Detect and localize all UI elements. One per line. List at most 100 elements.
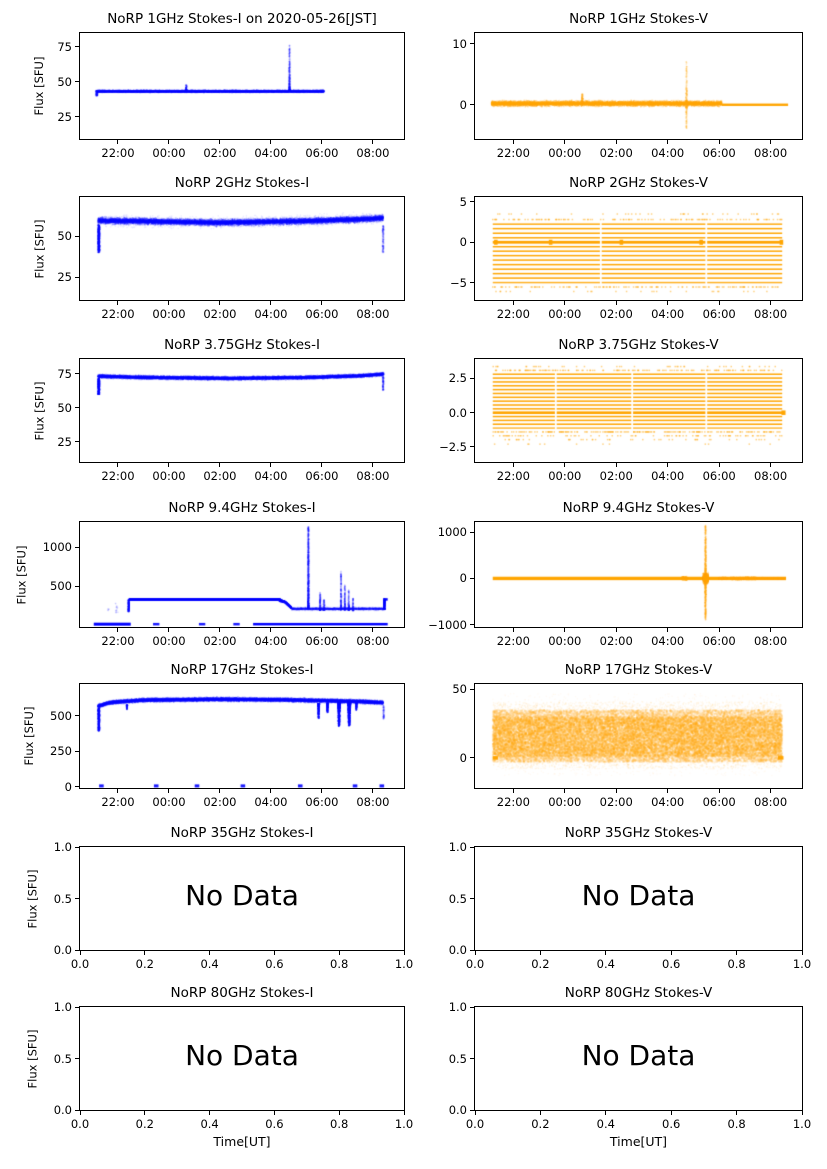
x-tick-label: 0.0 bbox=[465, 957, 485, 971]
plot-area bbox=[474, 358, 803, 463]
x-tick-label: 0.0 bbox=[70, 957, 90, 971]
x-tick-label: 0.4 bbox=[200, 957, 219, 971]
x-tick-mark bbox=[321, 463, 323, 467]
x-tick-label: 02:00 bbox=[599, 146, 633, 160]
x-tick-label: 22:00 bbox=[101, 634, 135, 648]
y-tick-mark bbox=[75, 276, 79, 278]
x-tick-mark bbox=[168, 628, 170, 632]
y-tick-label: 0.5 bbox=[53, 891, 72, 906]
x-tick-label: 0.6 bbox=[265, 957, 284, 971]
y-tick-label: 75 bbox=[57, 366, 72, 381]
x-tick-label: 04:00 bbox=[254, 146, 288, 160]
y-tick-label: 0.0 bbox=[53, 943, 72, 957]
x-tick-mark bbox=[273, 951, 275, 955]
x-tick-label: 08:00 bbox=[356, 469, 390, 483]
y-tick-mark bbox=[470, 757, 474, 759]
x-tick-mark bbox=[219, 140, 221, 144]
x-tick-mark bbox=[667, 628, 669, 632]
y-tick-label: 75 bbox=[57, 39, 72, 54]
x-tick-label: 02:00 bbox=[599, 634, 633, 648]
x-tick-mark bbox=[770, 301, 772, 305]
x-tick-label: 00:00 bbox=[548, 146, 582, 160]
x-tick-label: 22:00 bbox=[496, 469, 530, 483]
x-tick-label: 0.4 bbox=[596, 1117, 615, 1131]
x-tick-label: 06:00 bbox=[305, 469, 339, 483]
x-tick-mark bbox=[667, 463, 669, 467]
plot-title: NoRP 17GHz Stokes-V bbox=[564, 662, 713, 678]
x-tick-mark bbox=[321, 628, 323, 632]
plot-area bbox=[79, 521, 405, 628]
plot-title: NoRP 2GHz Stokes-V bbox=[569, 175, 708, 191]
plot-canvas bbox=[475, 522, 802, 627]
y-tick-label: 1000 bbox=[437, 525, 467, 540]
x-tick-label: 00:00 bbox=[152, 634, 186, 648]
x-tick-label: 02:00 bbox=[599, 795, 633, 809]
x-tick-mark bbox=[372, 628, 374, 632]
x-tick-label: 22:00 bbox=[496, 795, 530, 809]
x-tick-mark bbox=[168, 140, 170, 144]
x-tick-mark bbox=[770, 463, 772, 467]
plot-title: NoRP 3.75GHz Stokes-V bbox=[558, 337, 719, 353]
x-tick-label: 22:00 bbox=[101, 469, 135, 483]
x-tick-label: 06:00 bbox=[305, 146, 339, 160]
x-tick-label: 1.0 bbox=[394, 1117, 414, 1131]
x-tick-mark bbox=[512, 301, 514, 305]
x-tick-mark bbox=[718, 140, 720, 144]
x-tick-label: 0.2 bbox=[531, 957, 550, 971]
x-tick-label: 04:00 bbox=[651, 634, 685, 648]
y-tick-mark bbox=[75, 786, 79, 788]
y-tick-mark bbox=[75, 846, 79, 848]
y-tick-mark bbox=[470, 43, 474, 45]
y-tick-label: 0.5 bbox=[53, 1051, 72, 1066]
x-tick-label: 0.0 bbox=[70, 1117, 90, 1131]
x-tick-mark bbox=[615, 301, 617, 305]
plot-canvas bbox=[80, 522, 404, 627]
x-tick-mark bbox=[736, 951, 738, 955]
x-tick-label: 0.4 bbox=[596, 957, 615, 971]
x-tick-mark bbox=[270, 140, 272, 144]
x-tick-mark bbox=[615, 789, 617, 793]
y-tick-mark bbox=[470, 241, 474, 243]
x-tick-mark bbox=[667, 789, 669, 793]
x-tick-label: 0.8 bbox=[727, 957, 746, 971]
y-tick-mark bbox=[470, 1058, 474, 1059]
x-tick-label: 02:00 bbox=[203, 307, 237, 321]
x-tick-label: 1.0 bbox=[394, 957, 414, 971]
plot-title: NoRP 17GHz Stokes-I bbox=[170, 662, 314, 678]
plot-area bbox=[474, 32, 803, 140]
x-tick-mark bbox=[564, 628, 566, 632]
x-tick-mark bbox=[615, 463, 617, 467]
y-tick-label: −2.5 bbox=[439, 439, 467, 454]
x-tick-label: 06:00 bbox=[702, 469, 736, 483]
x-tick-label: 0.2 bbox=[135, 957, 154, 971]
x-tick-mark bbox=[338, 951, 340, 955]
y-tick-label: 0.5 bbox=[448, 1051, 467, 1066]
plot-canvas bbox=[475, 33, 802, 139]
x-tick-label: 00:00 bbox=[152, 307, 186, 321]
x-tick-mark bbox=[615, 140, 617, 144]
x-tick-mark bbox=[512, 789, 514, 793]
x-tick-label: 08:00 bbox=[754, 795, 788, 809]
x-tick-label: 02:00 bbox=[203, 146, 237, 160]
y-tick-label: 250 bbox=[50, 744, 72, 759]
x-tick-label: 22:00 bbox=[496, 634, 530, 648]
y-tick-label: 50 bbox=[452, 682, 467, 697]
x-tick-mark bbox=[770, 789, 772, 793]
plot-title: NoRP 3.75GHz Stokes-I bbox=[164, 337, 320, 353]
x-tick-label: 0.4 bbox=[200, 1117, 219, 1131]
no-data-text: No Data bbox=[185, 1038, 299, 1072]
x-tick-mark bbox=[219, 463, 221, 467]
x-tick-mark bbox=[539, 1111, 541, 1115]
y-tick-mark bbox=[75, 116, 79, 118]
y-axis-label: Flux [SFU] bbox=[22, 706, 36, 766]
x-tick-mark bbox=[270, 463, 272, 467]
x-tick-mark bbox=[168, 463, 170, 467]
y-tick-label: 5 bbox=[459, 194, 467, 209]
x-tick-mark bbox=[117, 628, 119, 632]
x-tick-mark bbox=[270, 789, 272, 793]
x-tick-label: 02:00 bbox=[599, 307, 633, 321]
x-tick-label: 00:00 bbox=[548, 469, 582, 483]
y-tick-mark bbox=[470, 104, 474, 106]
plot-title: NoRP 35GHz Stokes-I bbox=[170, 825, 314, 841]
x-tick-mark bbox=[79, 951, 81, 955]
